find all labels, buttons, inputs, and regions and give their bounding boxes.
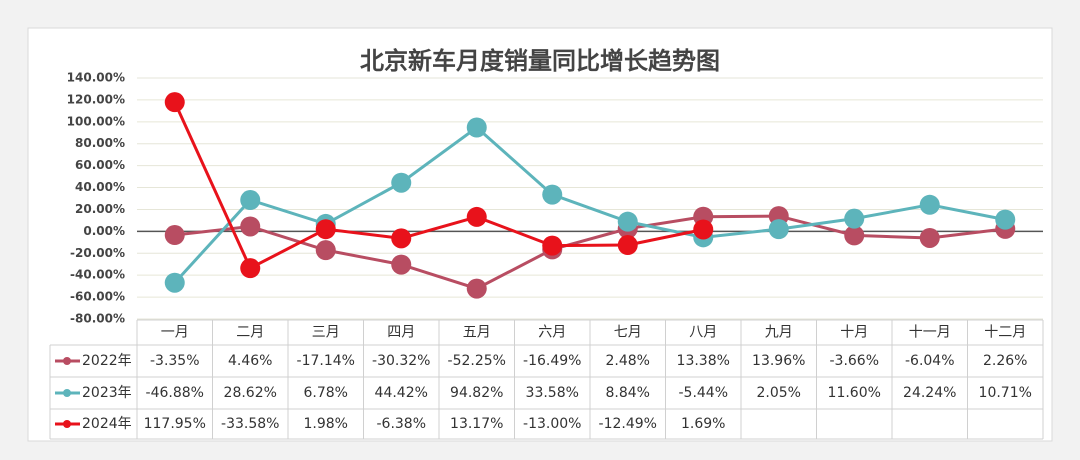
data-table-value: 4.46% — [228, 353, 272, 369]
data-table-value: 1.98% — [304, 416, 348, 432]
point-marker — [768, 219, 789, 240]
data-table-value: -6.04% — [905, 353, 955, 369]
point-marker — [995, 209, 1016, 230]
y-tick-label: -60.00% — [70, 290, 125, 304]
y-tick-label: 140.00% — [67, 71, 125, 85]
point-marker — [542, 235, 563, 256]
data-table-value: -5.44% — [678, 385, 728, 401]
data-table-value: -13.00% — [523, 416, 581, 432]
chart-title: 北京新车月度销量同比增长趋势图 — [360, 47, 720, 75]
x-tick-label: 十二月 — [984, 325, 1026, 341]
x-tick-label: 九月 — [765, 325, 793, 341]
data-table-value: 6.78% — [304, 385, 348, 401]
data-table-value: 13.96% — [752, 353, 805, 369]
data-table-value: -33.58% — [221, 416, 279, 432]
legend-marker — [63, 420, 71, 428]
y-tick-label: 80.00% — [75, 136, 125, 150]
point-marker — [391, 254, 412, 275]
point-marker — [164, 92, 185, 113]
point-marker — [391, 228, 412, 249]
y-tick-label: -40.00% — [70, 268, 125, 282]
point-marker — [919, 227, 940, 248]
legend-label: 2024年 — [82, 416, 132, 432]
point-marker — [542, 184, 563, 205]
data-table-value: 44.42% — [375, 385, 428, 401]
data-table-value: 33.58% — [526, 385, 579, 401]
y-tick-label: -80.00% — [70, 312, 125, 326]
chart-area — [27, 27, 1053, 442]
series-line — [173, 101, 704, 271]
point-marker — [919, 194, 940, 215]
y-tick-label: 40.00% — [75, 180, 125, 194]
y-tick-label: 60.00% — [75, 158, 125, 172]
point-marker — [164, 225, 185, 246]
x-tick-label: 十月 — [840, 325, 868, 341]
x-tick-label: 四月 — [387, 325, 415, 341]
data-table-value: -16.49% — [523, 353, 581, 369]
y-tick-label: 120.00% — [67, 92, 125, 106]
data-table-value: -30.32% — [372, 353, 430, 369]
x-tick-label: 十一月 — [909, 325, 951, 341]
point-marker — [240, 190, 261, 211]
data-table-value: 24.24% — [903, 385, 956, 401]
point-marker — [164, 272, 185, 293]
point-marker — [466, 278, 487, 299]
x-tick-label: 二月 — [236, 325, 264, 341]
data-table-value: -17.14% — [297, 353, 355, 369]
point-marker — [844, 208, 865, 229]
data-table-value: -12.49% — [599, 416, 657, 432]
data-table-value: 13.38% — [677, 353, 730, 369]
data-table-value: 94.82% — [450, 385, 503, 401]
x-tick-label: 八月 — [689, 325, 717, 341]
y-tick-label: -20.00% — [70, 246, 125, 260]
point-marker — [844, 225, 865, 246]
x-tick-label: 五月 — [463, 325, 491, 341]
legend-marker — [63, 357, 71, 365]
data-table-value: 13.17% — [450, 416, 503, 432]
point-marker — [617, 235, 638, 256]
x-tick-label: 六月 — [538, 325, 566, 341]
data-table-value: 10.71% — [979, 385, 1032, 401]
point-marker — [466, 117, 487, 138]
point-marker — [693, 219, 714, 240]
legend-label: 2023年 — [82, 385, 132, 401]
legend-label: 2022年 — [82, 353, 132, 369]
data-table-value: 2.48% — [606, 353, 650, 369]
data-table-value: -3.35% — [150, 353, 200, 369]
point-marker — [617, 211, 638, 232]
legend-marker — [63, 389, 71, 397]
data-table-value: 2.05% — [757, 385, 801, 401]
point-marker — [315, 240, 336, 261]
point-marker — [315, 219, 336, 240]
data-table-value: -52.25% — [448, 353, 506, 369]
data-table-value: 28.62% — [224, 385, 277, 401]
x-tick-label: 一月 — [161, 325, 189, 341]
x-tick-label: 七月 — [614, 325, 642, 341]
data-table-value: -46.88% — [146, 385, 204, 401]
y-tick-label: 100.00% — [67, 114, 125, 128]
data-table-value: -3.66% — [829, 353, 879, 369]
point-marker — [240, 216, 261, 237]
data-table-value: 11.60% — [828, 385, 881, 401]
x-tick-label: 三月 — [312, 325, 340, 341]
y-tick-label: 0.00% — [83, 224, 125, 238]
data-table-value: 117.95% — [144, 416, 206, 432]
point-marker — [240, 258, 261, 279]
y-tick-label: 20.00% — [75, 202, 125, 216]
data-table-value: 2.26% — [983, 353, 1027, 369]
data-table-value: 8.84% — [606, 385, 650, 401]
series-line — [173, 125, 1006, 284]
data-table-value: -6.38% — [376, 416, 426, 432]
series-line — [174, 214, 1006, 291]
data-table-value: 1.69% — [681, 416, 725, 432]
point-marker — [391, 172, 412, 193]
point-marker — [466, 206, 487, 227]
